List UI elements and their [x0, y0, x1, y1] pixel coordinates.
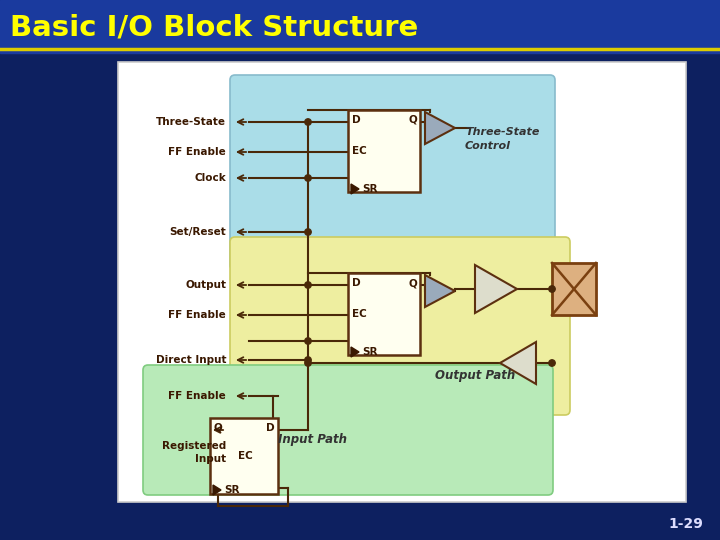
FancyBboxPatch shape [143, 365, 553, 495]
Text: Output Path: Output Path [435, 368, 516, 381]
Text: EC: EC [238, 451, 253, 461]
Text: FF Enable: FF Enable [168, 391, 226, 401]
Text: SR: SR [224, 485, 240, 495]
Text: EC: EC [352, 309, 366, 319]
Text: Registered: Registered [162, 441, 226, 451]
Polygon shape [425, 112, 455, 144]
Polygon shape [351, 347, 359, 357]
Text: FF Enable: FF Enable [168, 147, 226, 157]
Text: Q: Q [409, 115, 418, 125]
Text: Control: Control [465, 141, 511, 151]
Polygon shape [213, 485, 221, 495]
Polygon shape [475, 265, 517, 313]
Text: Basic I/O Block Structure: Basic I/O Block Structure [10, 13, 418, 41]
Text: Input: Input [195, 454, 226, 464]
Circle shape [305, 119, 311, 125]
Bar [118, 62, 686, 502]
Text: Clock: Clock [194, 173, 226, 183]
Text: Output: Output [185, 280, 226, 290]
Bar [552, 263, 596, 315]
Circle shape [549, 286, 555, 292]
Bar [210, 418, 278, 494]
Text: D: D [352, 115, 361, 125]
Circle shape [305, 175, 311, 181]
Text: Q: Q [214, 423, 222, 433]
Circle shape [549, 360, 555, 366]
Circle shape [305, 229, 311, 235]
Text: FF Enable: FF Enable [168, 310, 226, 320]
Circle shape [305, 282, 311, 288]
Polygon shape [500, 342, 536, 384]
Circle shape [305, 357, 311, 363]
Text: Q: Q [409, 278, 418, 288]
Text: SR: SR [362, 347, 377, 357]
Text: Input Path: Input Path [278, 434, 347, 447]
Text: D: D [352, 278, 361, 288]
Text: Set/Reset: Set/Reset [169, 227, 226, 237]
Text: 1-29: 1-29 [668, 517, 703, 531]
Circle shape [305, 338, 311, 344]
Text: EC: EC [352, 146, 366, 156]
Text: Direct Input: Direct Input [156, 355, 226, 365]
Bar [348, 110, 420, 192]
Text: Three-State: Three-State [156, 117, 226, 127]
Polygon shape [425, 275, 455, 307]
FancyBboxPatch shape [230, 75, 555, 270]
Text: D: D [266, 423, 274, 433]
Bar [348, 273, 420, 355]
Circle shape [305, 360, 311, 366]
Text: SR: SR [362, 184, 377, 194]
Bar [0, 0, 720, 53]
Text: Three-State: Three-State [465, 127, 539, 137]
Polygon shape [351, 184, 359, 194]
FancyBboxPatch shape [230, 237, 570, 415]
